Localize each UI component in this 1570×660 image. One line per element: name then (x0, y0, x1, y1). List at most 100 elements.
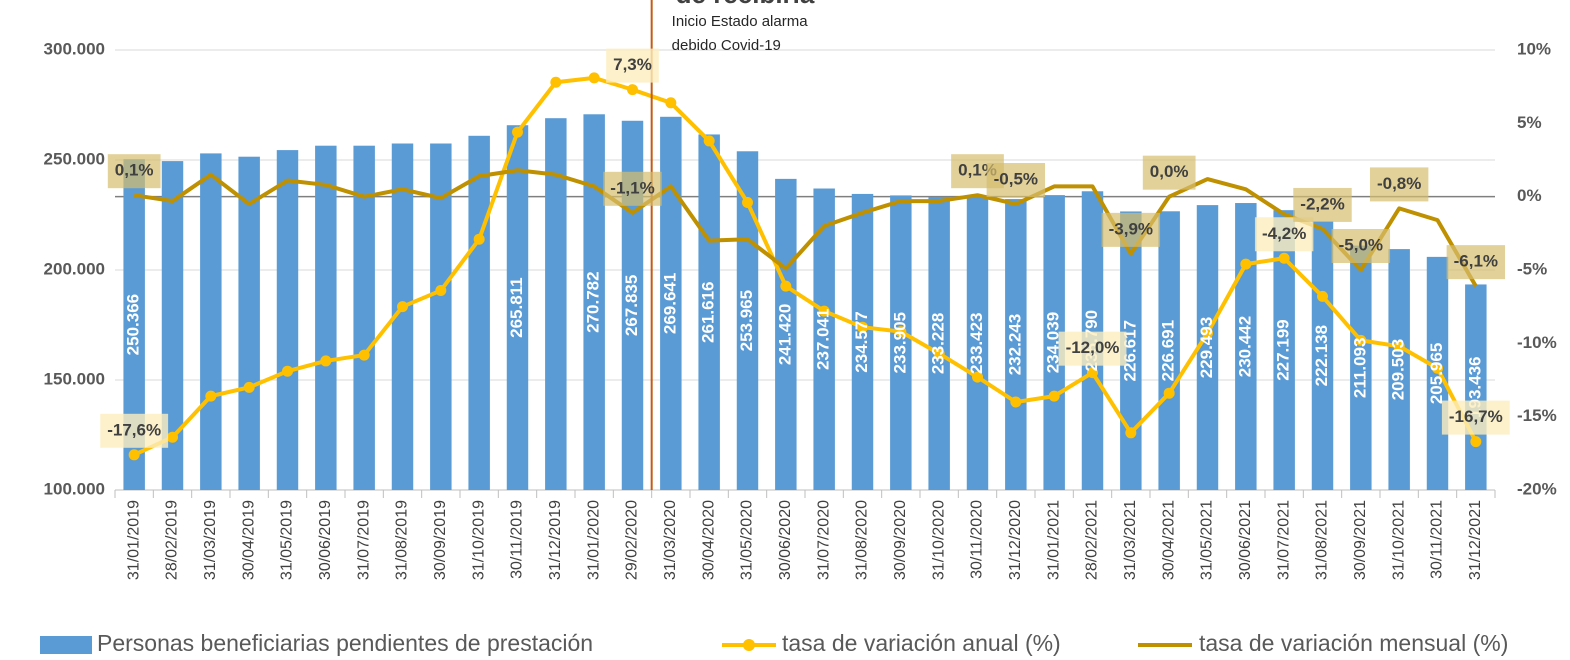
line-marker (1432, 362, 1443, 374)
line-value-label: -0,8% (1377, 174, 1421, 193)
bar (1158, 211, 1180, 491)
x-tick-label: 31/10/2020 (930, 500, 947, 580)
bar (353, 145, 375, 490)
line-marker (512, 126, 523, 138)
labels: 250.366 265.811 270.782 267.835 269.641 261.6… (100, 48, 1510, 448)
bar-value-label: 205.965 (1427, 343, 1446, 404)
bar (391, 143, 414, 490)
x-tick-label: 31/07/2019 (355, 500, 372, 580)
bar (775, 178, 797, 490)
line-marker (588, 72, 600, 84)
x-tick-label: 31/12/2019 (547, 500, 564, 580)
x-tick-label: 31/12/2020 (1007, 500, 1024, 580)
bar (276, 150, 299, 490)
label-bg (1441, 400, 1510, 435)
line-marker (857, 321, 868, 333)
x-tick-label: 31/10/2019 (470, 500, 487, 580)
line-marker (1125, 427, 1137, 439)
line-marker (780, 280, 792, 292)
line (133, 75, 1478, 457)
y2-tick-label: -5% (1517, 259, 1547, 278)
line-marker (1278, 252, 1290, 264)
legend-label: tasa de variación mensual (%) (1199, 630, 1508, 656)
line-marker (818, 305, 830, 317)
label-bg (1254, 217, 1314, 252)
label-bg (1446, 245, 1506, 280)
line-marker (473, 233, 485, 245)
line-marker (128, 449, 140, 461)
legend-marker (743, 639, 755, 651)
bar (928, 196, 950, 490)
line-value-label: -3,9% (1109, 219, 1153, 238)
bar-value-label: 234.577 (852, 311, 871, 372)
bar-value-label: 261.616 (699, 281, 718, 342)
bar (1196, 205, 1219, 490)
line-marker (320, 355, 332, 367)
bar-value-label: 226.691 (1159, 320, 1178, 381)
line-marker (1048, 390, 1060, 402)
y2-tick-label: -10% (1517, 333, 1557, 352)
line-marker (1240, 258, 1252, 270)
line-marker (742, 197, 753, 209)
x-tick-label: 28/02/2019 (164, 500, 181, 580)
y-tick-label: 250.000 (44, 149, 105, 168)
bar-value-label: 269.641 (660, 273, 679, 334)
line-value-label: -17,6% (107, 420, 161, 439)
bar (1350, 245, 1372, 490)
bar (966, 196, 989, 490)
bar-value-label: 222.138 (1312, 325, 1331, 386)
bar-value-label: 211.093 (1350, 338, 1369, 399)
bar-value-label: 209.503 (1389, 339, 1408, 400)
bar (238, 156, 260, 490)
y2-tick-label: -15% (1517, 406, 1557, 425)
x-tick-label: 31/10/2021 (1390, 500, 1407, 580)
x-tick-label: 31/01/2019 (125, 500, 142, 580)
line-marker (1470, 436, 1482, 448)
bar-value-label: 234.039 (1044, 312, 1063, 373)
y2-tick-label: 0% (1517, 186, 1542, 205)
bar-value-label: 227.199 (1274, 319, 1293, 380)
legend-swatch (40, 636, 92, 654)
bar-value-label: 265.811 (507, 277, 526, 338)
bar (468, 135, 490, 491)
label-bg (1369, 167, 1429, 202)
bar (545, 118, 567, 490)
x-tick-label: 29/02/2020 (624, 500, 641, 580)
line-marker (550, 76, 562, 88)
y2-tick-label: 10% (1517, 39, 1551, 58)
x-tick-label: 31/12/2021 (1467, 500, 1484, 580)
bar-value-label: 232.243 (1005, 314, 1024, 375)
line-marker (627, 84, 638, 96)
x-tick-label: 31/05/2020 (739, 500, 756, 580)
line-marker (933, 348, 945, 360)
bar-value-label: 250.366 (124, 294, 143, 355)
bar (890, 195, 912, 490)
line-value-label: -0,5% (994, 169, 1038, 188)
line-marker (397, 301, 408, 313)
x-tick-label: 30/06/2019 (317, 500, 334, 580)
line-marker (205, 390, 217, 402)
label-bg (1293, 187, 1352, 222)
annotation-text: debido Covid-19 (672, 37, 781, 54)
x-tick-label: 31/01/2021 (1045, 500, 1062, 580)
bar-value-label: 233.423 (967, 313, 986, 374)
line-marker (1010, 396, 1022, 408)
bar (1273, 210, 1295, 490)
line-value-label: -2,2% (1300, 194, 1344, 213)
line-marker (1202, 327, 1213, 339)
line-marker (1163, 387, 1175, 399)
line-value-label: 0,0% (1150, 162, 1189, 181)
bar (161, 161, 184, 490)
x-tick-label: 31/07/2021 (1275, 500, 1292, 580)
y-tick-label: 200.000 (44, 259, 105, 278)
line-marker (1087, 367, 1098, 379)
x-tick-label: 30/04/2020 (700, 500, 717, 580)
bar (660, 116, 682, 491)
x-tick-label: 30/04/2021 (1160, 500, 1177, 580)
y2-tick-label: -20% (1517, 479, 1557, 498)
bar (1120, 211, 1142, 490)
label-bg (1058, 331, 1127, 366)
bar-value-label: 230.442 (1235, 316, 1254, 377)
line-value-label: -5,0% (1339, 235, 1383, 254)
